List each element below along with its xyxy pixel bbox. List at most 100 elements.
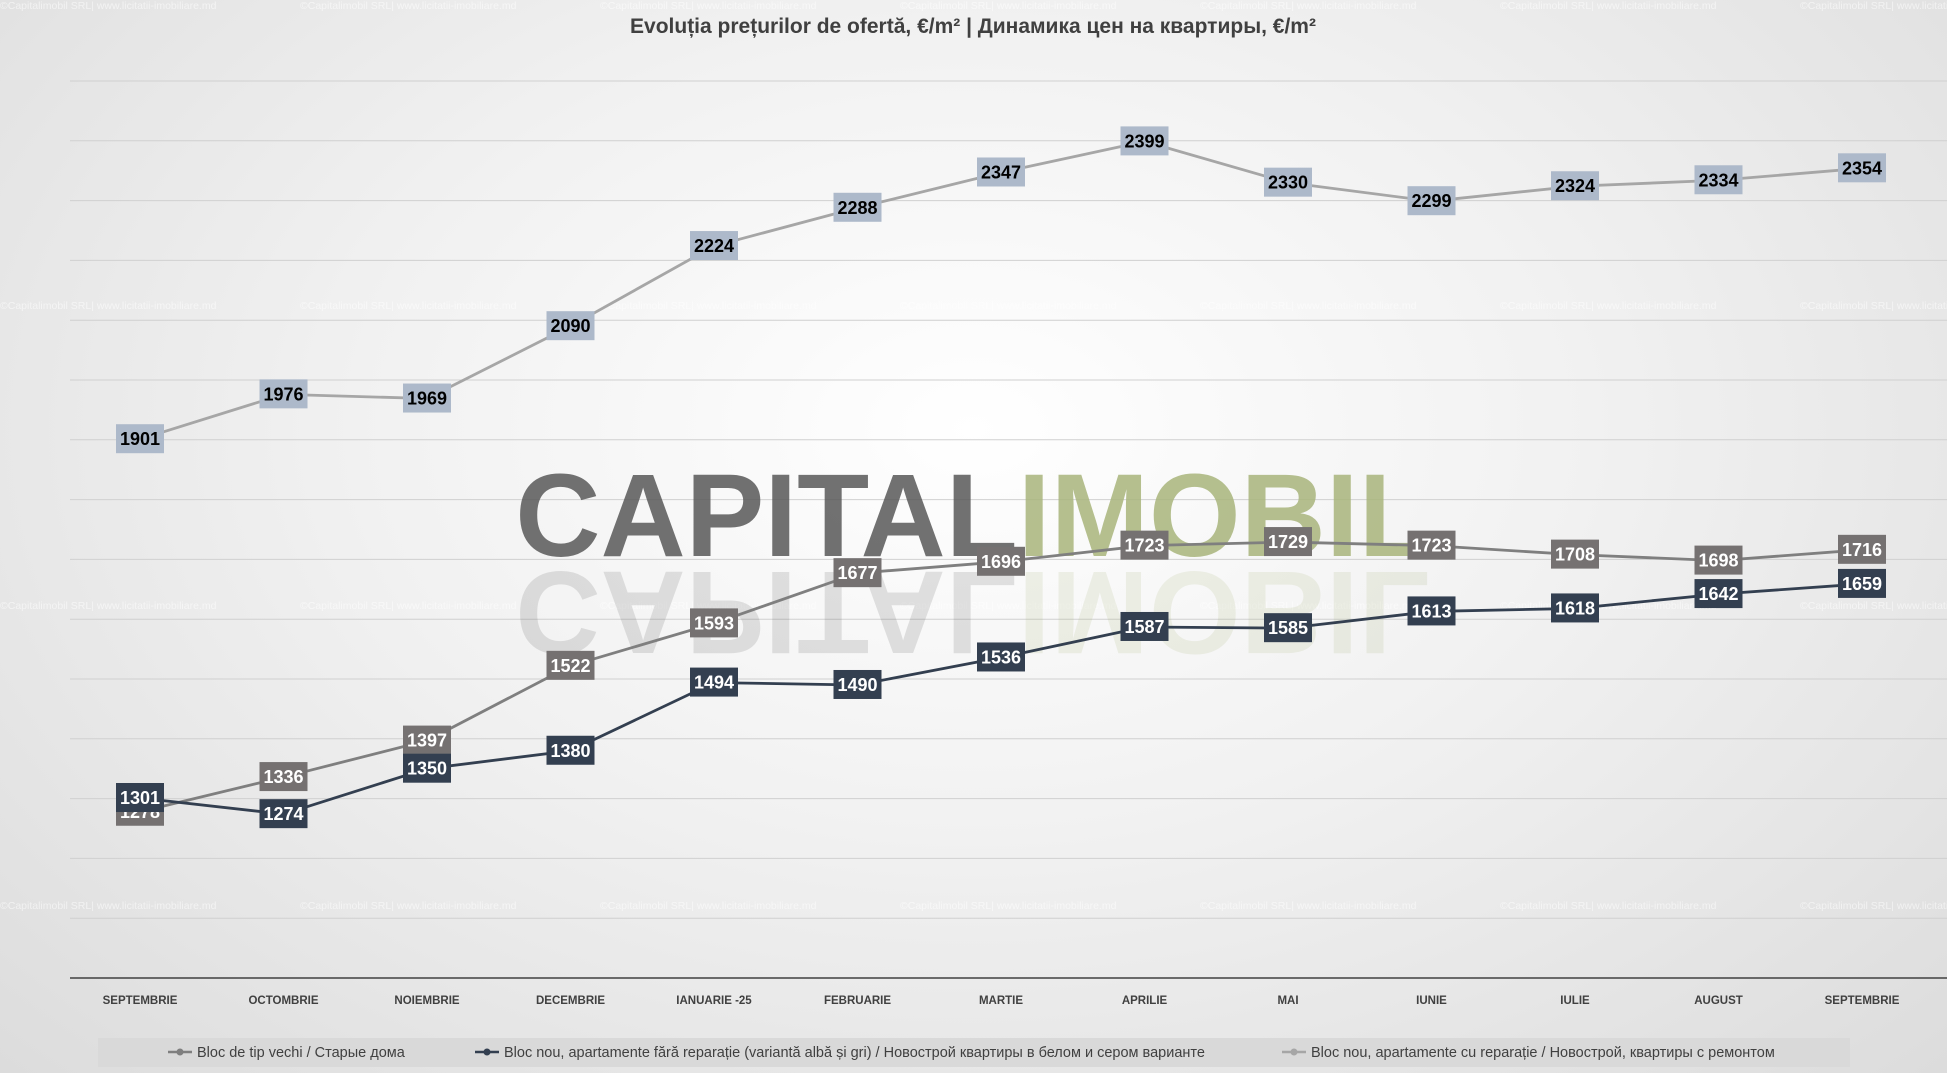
x-tick-label: SEPTEMBRIE [1825, 995, 1900, 1007]
x-axis: SEPTEMBRIE OCTOMBRIE NOIEMBRIE DECEMBRIE IAN… [70, 977, 1947, 1007]
data-label: 1723 [1407, 530, 1456, 560]
watermark-text: ©Capitalimobil SRL| www.licitatii-imobil… [600, 600, 817, 612]
data-label-value: 1708 [1555, 545, 1595, 565]
data-label-value: 2354 [1842, 158, 1882, 178]
data-label-box [833, 669, 882, 699]
brand-watermark-part2: IMOBIL [1018, 450, 1431, 582]
x-tick-label: APRILIE [1122, 995, 1168, 1007]
data-label: 1274 [259, 799, 308, 829]
data-label-value: 2288 [837, 198, 877, 218]
data-label-value: 2090 [550, 316, 590, 336]
x-tick-label: NOIEMBRIE [394, 995, 460, 1007]
watermark-text: ©Capitalimobil SRL| www.licitatii-imobil… [1200, 300, 1417, 312]
data-label: 2347 [977, 157, 1025, 187]
watermark-text: ©Capitalimobil SRL| www.licitatii-imobil… [600, 900, 817, 912]
data-label-box [1264, 527, 1312, 557]
x-tick-label: SEPTEMBRIE [103, 995, 178, 1007]
data-label: 2299 [1407, 186, 1456, 216]
data-label-box [690, 231, 738, 261]
data-label-box [1264, 167, 1312, 197]
data-label: 1522 [546, 650, 595, 680]
data-label-box [259, 379, 308, 409]
data-label-box [690, 667, 738, 697]
data-label-box [1838, 153, 1886, 183]
watermark-text: ©Capitalimobil SRL| www.licitatii-imobil… [300, 300, 517, 312]
data-label-box [977, 642, 1025, 672]
data-label: 2224 [690, 231, 738, 261]
data-label-box [546, 650, 595, 680]
data-label-value: 1536 [981, 647, 1021, 667]
data-label: 1642 [1694, 579, 1743, 609]
data-label-box [1551, 171, 1599, 201]
data-label-value: 1659 [1842, 574, 1882, 594]
legend-background [98, 1038, 1850, 1067]
x-tick-label: DECEMBRIE [536, 995, 605, 1007]
data-label: 1301 [116, 783, 164, 813]
data-label-value: 1901 [120, 429, 160, 449]
legend: Bloc de tip vechi / Старые дома Bloc nou,… [98, 1038, 1850, 1067]
data-label: 1593 [690, 608, 738, 638]
data-label-value: 1587 [1124, 617, 1164, 637]
data-label-value: 1490 [837, 675, 877, 695]
watermark-text: ©Capitalimobil SRL| www.licitatii-imobil… [1500, 900, 1717, 912]
legend-marker-1 [176, 1048, 184, 1056]
chart-title: Evoluția prețurilor de ofertă, €/m² | Ди… [630, 15, 1316, 38]
data-label-box [1120, 126, 1169, 156]
legend-marker-3 [1290, 1048, 1298, 1056]
x-tick-label: MAI [1277, 995, 1298, 1007]
x-tick-label: IUNIE [1416, 995, 1447, 1007]
x-tick-label: MARTIE [979, 995, 1023, 1007]
watermark-text: ©Capitalimobil SRL| www.licitatii-imobil… [1800, 900, 1947, 912]
watermark-text: ©Capitalimobil SRL| www.licitatii-imobil… [1500, 300, 1717, 312]
watermark-text: ©Capitalimobil SRL| www.licitatii-imobil… [900, 600, 1117, 612]
data-label-box [1551, 593, 1599, 623]
data-label-value: 1585 [1268, 618, 1308, 638]
data-label-box [690, 608, 738, 638]
data-label: 1723 [1120, 530, 1169, 560]
watermark-text: ©Capitalimobil SRL| www.licitatii-imobil… [0, 0, 217, 12]
x-tick-label: FEBRUARIE [824, 995, 891, 1007]
data-label: 2090 [546, 311, 595, 341]
data-label-box [1694, 165, 1743, 195]
data-label: 2334 [1694, 165, 1743, 195]
data-label-box [1551, 539, 1599, 569]
data-label-box [1694, 579, 1743, 609]
watermark-text: ©Capitalimobil SRL| www.licitatii-imobil… [900, 0, 1117, 12]
data-label-value: 2334 [1698, 170, 1738, 190]
data-label-value: 1301 [120, 788, 160, 808]
data-label-value: 1593 [694, 613, 734, 633]
data-label-box [403, 383, 451, 413]
data-label-box [977, 157, 1025, 187]
data-label: 1729 [1264, 527, 1312, 557]
data-label: 1494 [690, 667, 738, 697]
gridlines [70, 80, 1947, 919]
data-label-value: 2324 [1555, 176, 1595, 196]
data-label-value: 1613 [1411, 601, 1451, 621]
data-label: 1708 [1551, 539, 1599, 569]
data-label: 1380 [546, 735, 595, 765]
watermark-text: ©Capitalimobil SRL| www.licitatii-imobil… [0, 300, 217, 312]
data-label: 1716 [1838, 534, 1886, 564]
data-label-box [1838, 568, 1886, 598]
watermark-text: ©Capitalimobil SRL| www.licitatii-imobil… [300, 900, 517, 912]
brand-watermark-text: CAPITALIMOBIL [515, 450, 1431, 582]
watermark-text: ©Capitalimobil SRL| www.licitatii-imobil… [900, 300, 1117, 312]
data-label-value: 1969 [407, 389, 447, 409]
data-label: 2330 [1264, 167, 1312, 197]
legend-marker-2 [483, 1048, 491, 1056]
x-tick-label: IULIE [1560, 995, 1590, 1007]
watermark-text: ©Capitalimobil SRL| www.licitatii-imobil… [600, 0, 817, 12]
data-labels: 1278133613971522159316771696172317291723… [116, 126, 1886, 829]
data-label: 1336 [259, 762, 308, 792]
data-label-value: 1522 [550, 656, 590, 676]
data-label: 2399 [1120, 126, 1169, 156]
legend-label-1: Bloc de tip vechi / Старые дома [197, 1045, 406, 1061]
data-label: 1696 [977, 546, 1025, 576]
watermark-text: ©Capitalimobil SRL| www.licitatii-imobil… [300, 0, 517, 12]
data-label-value: 1336 [263, 767, 303, 787]
data-label-box [1264, 613, 1312, 643]
data-label: 2354 [1838, 153, 1886, 183]
watermark-text: ©Capitalimobil SRL| www.licitatii-imobil… [0, 600, 217, 612]
legend-label-2: Bloc nou, apartamente fără reparație (va… [504, 1045, 1205, 1061]
